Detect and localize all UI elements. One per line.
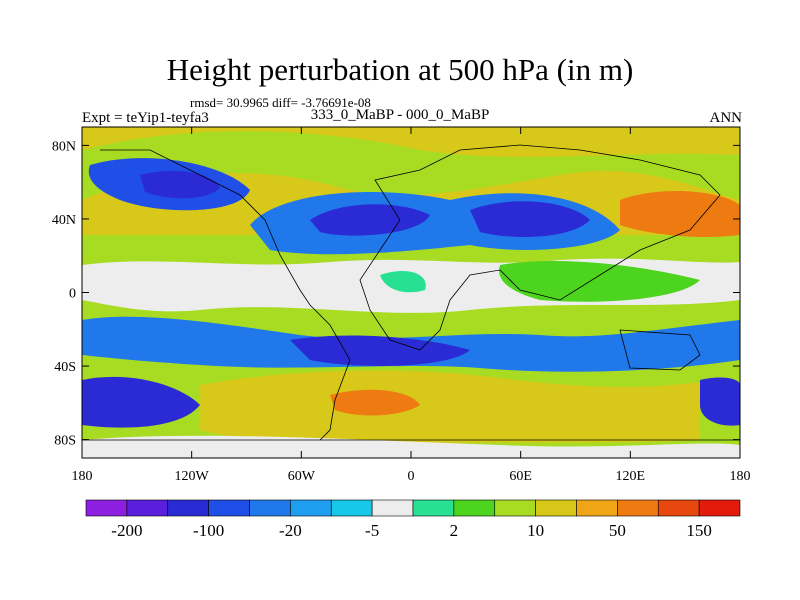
australia-outline	[619, 329, 701, 371]
antarctic-band	[82, 435, 740, 458]
colorbar-swatch	[698, 499, 741, 517]
experiment-label: Expt = teYip1-teyfa3	[82, 110, 209, 126]
chart-title: Height perturbation at 500 hPa (in m)	[166, 52, 634, 87]
colorbar: -200 -100 -20 -5 2 10 50 150	[85, 499, 741, 540]
north-pacific-low-core	[140, 170, 220, 199]
x-tick-label: 180	[730, 469, 751, 484]
stats-line: rmsd= 30.9965 diff= -3.76691e-08	[190, 95, 371, 110]
colorbar-swatch	[330, 499, 373, 517]
tropical-green-patch	[380, 270, 426, 293]
colorbar-swatch	[167, 499, 209, 517]
colorbar-swatch	[453, 499, 496, 517]
americas-outline	[100, 149, 351, 441]
colorbar-swatch	[85, 499, 128, 517]
colorbar-label: -20	[279, 521, 302, 540]
colorbar-swatch	[657, 499, 700, 517]
contour-field	[82, 127, 740, 458]
colorbar-swatch	[412, 499, 455, 517]
coastlines	[82, 144, 740, 441]
north-atlantic-low-core	[310, 204, 430, 236]
x-axis: 180 120W 60W 0 60E 120E 180	[72, 127, 751, 484]
x-tick-label: 180	[72, 469, 93, 484]
colorbar-label: 50	[609, 521, 626, 540]
colorbar-label: 10	[527, 521, 544, 540]
y-tick-label: 80N	[52, 139, 76, 154]
x-tick-label: 0	[408, 469, 415, 484]
colorbar-swatch	[208, 499, 250, 517]
colorbar-swatch	[126, 499, 169, 517]
north-pacific-high	[620, 190, 740, 237]
y-tick-label: 40S	[54, 360, 76, 375]
colorbar-label: 150	[686, 521, 712, 540]
colorbar-label: 2	[450, 521, 459, 540]
colorbar-swatch	[290, 499, 332, 517]
colorbar-swatch	[249, 499, 291, 517]
y-tick-label: 40N	[52, 213, 76, 228]
eurasia-africa-outline	[359, 144, 721, 351]
southern-ocean-low-east	[700, 377, 740, 426]
x-tick-label: 60W	[288, 469, 316, 484]
colorbar-label: -100	[193, 521, 224, 540]
colorbar-swatch	[371, 499, 414, 517]
period-label: 333_0_MaBP - 000_0_MaBP	[310, 107, 490, 123]
southern-ocean-low-west	[82, 376, 200, 428]
colorbar-swatch	[494, 499, 536, 517]
season-label: ANN	[709, 110, 743, 126]
southern-atlantic-low-core	[290, 335, 470, 366]
southern-pacific-high	[200, 370, 700, 446]
indian-ocean-high	[499, 260, 700, 302]
colorbar-label: -200	[111, 521, 142, 540]
x-tick-label: 120E	[616, 469, 646, 484]
y-tick-label: 0	[69, 287, 76, 302]
x-tick-label: 60E	[509, 469, 532, 484]
colorbar-swatch	[617, 499, 659, 517]
colorbar-label: -5	[365, 521, 379, 540]
y-tick-label: 80S	[54, 434, 76, 449]
asia-low-core	[470, 201, 590, 237]
colorbar-swatch	[576, 499, 618, 517]
southern-high-core	[330, 389, 420, 416]
y-axis: 80N 40N 0 40S 80S	[52, 139, 740, 449]
x-tick-label: 120W	[175, 469, 210, 484]
colorbar-swatch	[535, 499, 577, 517]
